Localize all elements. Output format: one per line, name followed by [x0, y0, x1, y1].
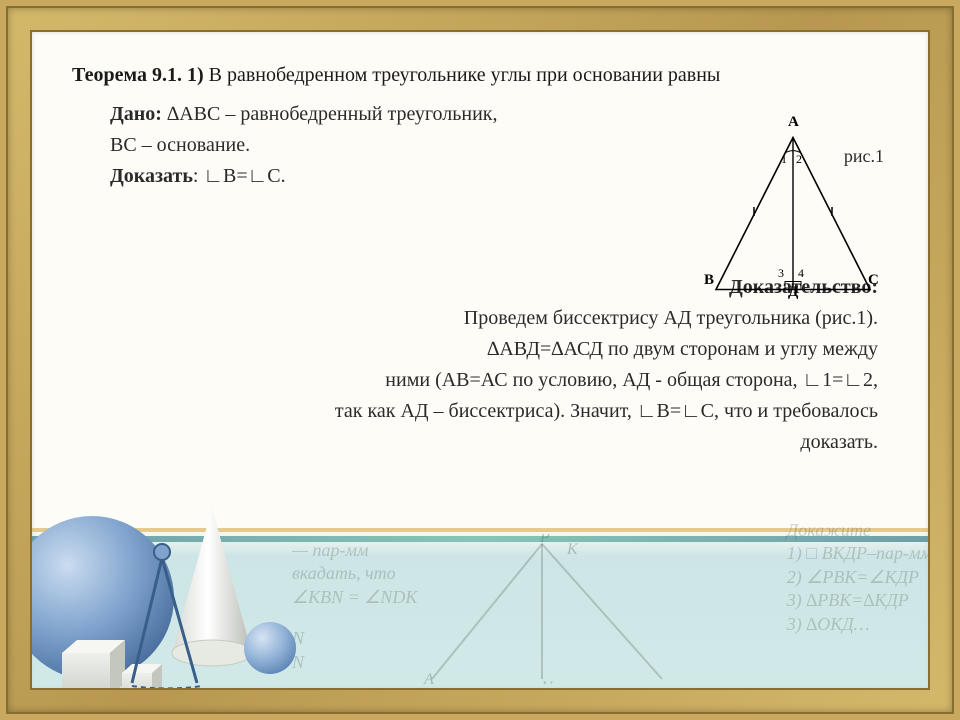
vertex-B: В [704, 272, 714, 289]
vertex-D: Д [788, 284, 798, 301]
vertex-C: С [868, 272, 879, 289]
sphere-small [244, 622, 296, 674]
gold-frame-inner: — пар-мм вкадать, что ∠KBN = ∠NDK N N P … [30, 30, 930, 690]
cube-small [122, 664, 162, 690]
theorem-title: Теорема 9.1. 1) В равнобедренном треугол… [72, 64, 888, 87]
angle-4: 4 [798, 266, 804, 281]
figure-caption: рис.1 [844, 146, 884, 167]
triangle-figure: рис.1 А В С Д 1 2 [698, 122, 888, 312]
theorem-statement: В равнобедренном треугольнике углы при о… [209, 64, 721, 86]
angle-3: 3 [778, 266, 784, 281]
proof-l4: так как АД – биссектриса). Значит, ∟В=∟С… [72, 396, 878, 427]
proof-l2: ∆АВД=∆АСД по двум сторонам и углу между [72, 334, 878, 365]
given-line1: ∆АВС – равнобедренный треугольник, [167, 103, 498, 125]
given-label: Дано: [110, 103, 162, 125]
gold-frame-outer: — пар-мм вкадать, что ∠KBN = ∠NDK N N P … [6, 6, 954, 714]
angle-1: 1 [781, 152, 787, 167]
theorem-label: Теорема 9.1. 1) [72, 64, 204, 86]
proof-l3: ними (АВ=АС по условию, АД - общая сторо… [72, 365, 878, 396]
angle-2: 2 [796, 152, 802, 167]
geometric-shapes-illustration [30, 448, 362, 690]
vertex-A: А [788, 114, 799, 131]
prove-text: ∟В=∟С. [203, 165, 285, 187]
prove-label: Доказать [110, 165, 193, 187]
cube-large [62, 640, 125, 690]
